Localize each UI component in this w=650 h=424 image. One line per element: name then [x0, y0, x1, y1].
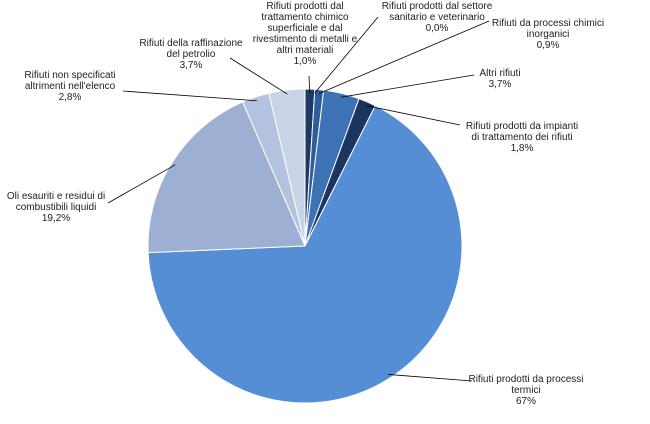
slice-value-label-0: 1,0%: [294, 56, 317, 67]
slice-name-line-8-1: del petrolio: [167, 49, 216, 60]
slice-name-line-4-0: Rifiuti prodotti da impianti: [466, 121, 578, 132]
leader-lines-group: [107, 16, 490, 382]
slice-name-line-6-0: Oli esauriti e residui di: [7, 191, 105, 202]
slice-value-label-7: 2,8%: [59, 92, 82, 103]
pie-slice-6: [147, 101, 306, 254]
pie-slice-8: [268, 88, 306, 247]
slice-name-line-2-0: Rifiuti da processi chimici: [492, 18, 604, 29]
slice-name-line-0-2: superficiale e dal: [267, 23, 342, 34]
slice-name-line-5-0: Rifiuti prodotti da processi: [468, 374, 583, 385]
leader-line-5: [388, 374, 473, 382]
slice-value-label-1: 0,0%: [426, 23, 449, 34]
labels-group: Rifiuti prodotti dal trattamento chimico s…: [7, 1, 604, 407]
slice-name-line-4-1: di trattamento dei rifiuti: [471, 132, 572, 143]
slice-label-2: Rifiuti da processi chimici inorganici 0,9…: [492, 18, 604, 51]
slice-name-line-7-0: Rifiuti non specificati: [24, 70, 115, 81]
slice-value-label-2: 0,9%: [537, 40, 560, 51]
slice-value-label-3: 3,7%: [489, 79, 512, 90]
slice-label-4: Rifiuti prodotti da impianti di trattamen…: [466, 121, 578, 154]
slice-name-line-8-0: Rifiuti della raffinazione: [139, 38, 243, 49]
slice-label-8: Rifiuti della raffinazione del petrolio 3,…: [139, 38, 243, 71]
slice-value-label-4: 1,8%: [511, 143, 534, 154]
slice-name-line-0-4: altri materiali: [277, 45, 334, 56]
leader-line-4: [365, 105, 461, 126]
slice-name-line-0-3: rivestimento di metalli e: [253, 34, 358, 45]
leader-line-1: [314, 16, 379, 94]
leader-line-2: [318, 20, 490, 95]
slice-name-line-5-1: termici: [511, 385, 540, 396]
slice-name-line-6-1: combustibili liquidi: [16, 202, 97, 213]
slice-label-7: Rifiuti non specificati altrimenti nell'e…: [24, 70, 115, 103]
slice-name-line-0-1: trattamento chimico: [261, 12, 349, 23]
slice-label-6: Oli esauriti e residui di combustibili li…: [7, 191, 105, 224]
slices-group: [147, 88, 463, 404]
slice-name-line-0-0: Rifiuti prodotti dal: [266, 1, 343, 12]
slice-value-label-5: 67%: [516, 396, 536, 407]
slice-label-0: Rifiuti prodotti dal trattamento chimico s…: [253, 1, 358, 67]
slice-name-line-3-0: Altri rifiuti: [479, 68, 520, 79]
slice-name-line-2-1: inorganici: [527, 29, 570, 40]
leader-line-6: [107, 164, 176, 204]
slice-label-5: Rifiuti prodotti da processi termici 67%: [468, 374, 583, 407]
slice-name-line-1-0: Rifiuti prodotti dal settore: [382, 1, 493, 12]
leader-line-0: [308, 75, 311, 94]
slice-label-3: Altri rifiuti 3,7%: [479, 68, 520, 90]
slice-name-line-7-1: altrimenti nell'elenco: [25, 81, 116, 92]
slice-value-label-6: 19,2%: [42, 213, 70, 224]
leader-line-8: [229, 57, 288, 95]
leader-line-3: [340, 74, 475, 98]
slice-name-line-1-1: sanitario e veterinario: [389, 12, 485, 23]
slice-value-label-8: 3,7%: [180, 60, 203, 71]
leader-line-7: [122, 90, 257, 102]
pie-slice-5: [147, 104, 463, 404]
slice-label-1: Rifiuti prodotti dal settore sanitario e …: [382, 1, 493, 34]
